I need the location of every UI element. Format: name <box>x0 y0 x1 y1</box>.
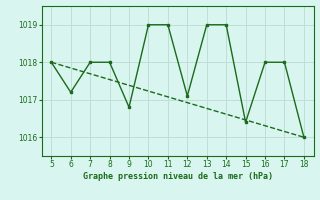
X-axis label: Graphe pression niveau de la mer (hPa): Graphe pression niveau de la mer (hPa) <box>83 172 273 181</box>
